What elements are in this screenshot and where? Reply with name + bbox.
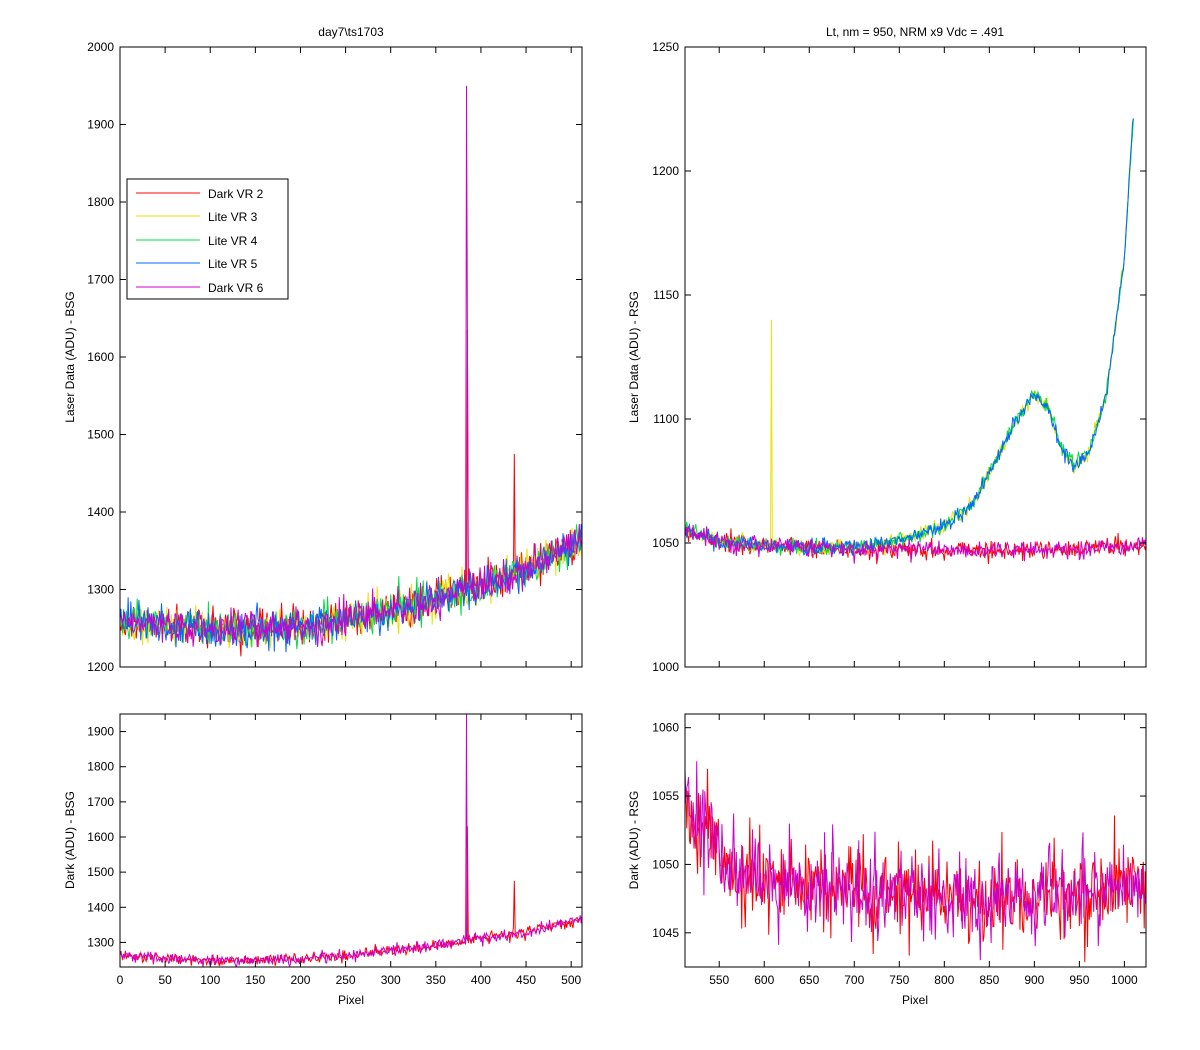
y-tick-label: 1600	[87, 350, 114, 364]
y-tick-label: 1700	[87, 273, 114, 287]
y-tick-label: 1045	[652, 926, 679, 940]
series-group	[120, 85, 582, 657]
y-tick-label: 1900	[87, 725, 114, 739]
y-tick-label: 1200	[87, 660, 114, 674]
y-tick-label: 1300	[87, 583, 114, 597]
series-line-dark-vr-6	[120, 714, 582, 967]
y-tick-label: 1600	[87, 830, 114, 844]
legend-entry-lite-vr-5: Lite VR 5	[136, 257, 258, 271]
plot-area: 0 50 100 150 200 250 300 350 400 450 500 1300 1400 15…	[87, 713, 583, 987]
series-line-lite-vr-5	[685, 118, 1134, 556]
axes-box	[684, 46, 1147, 668]
x-tick-label: 50	[158, 973, 172, 987]
legend-label: Dark VR 2	[208, 187, 264, 201]
chart-title: Lt, nm = 950, NRM x9 Vdc = .491	[826, 25, 1004, 39]
axes-box	[684, 713, 1147, 968]
legend: Dark VR 2 Lite VR 3 Lite VR 4 Lite VR 5 …	[126, 178, 289, 300]
plot-area: 1200 1300 1400 1500 1600 1700 1800 1900 2000	[87, 40, 583, 674]
x-tick-label: 400	[471, 973, 491, 987]
panel-bottom-right: Dark (ADU) - RSG Pixel 550 600 650 700 750 80…	[627, 713, 1147, 1007]
y-tick-label: 1250	[652, 40, 679, 54]
x-tick-label: 700	[844, 973, 864, 987]
y-tick-label: 1700	[87, 795, 114, 809]
y-tick-label: 1400	[87, 505, 114, 519]
series-line-dark-vr-6	[685, 761, 1146, 961]
x-tick-label: 250	[336, 973, 356, 987]
y-tick-label: 1800	[87, 760, 114, 774]
y-tick-label: 1900	[87, 118, 114, 132]
panel-bottom-left: Dark (ADU) - BSG Pixel 0 50 100 150 200 250 30…	[63, 713, 583, 1007]
legend-entry-dark-vr-2: Dark VR 2	[136, 187, 264, 201]
x-tick-label: 300	[381, 973, 401, 987]
x-tick-label: 750	[889, 973, 909, 987]
x-tick-label: 650	[799, 973, 819, 987]
legend-entry-dark-vr-6: Dark VR 6	[136, 281, 264, 295]
panel-top-left: day7\ts1703 Laser Data (ADU) - BSG 12001…	[63, 25, 583, 674]
y-tick-label: 1050	[652, 857, 679, 871]
legend-label: Lite VR 3	[208, 210, 258, 224]
legend-entry-lite-vr-3: Lite VR 3	[136, 210, 258, 224]
chart-title: day7\ts1703	[318, 25, 384, 39]
x-tick-label: 500	[561, 973, 581, 987]
x-tick-label: 900	[1024, 973, 1044, 987]
axes-box	[119, 713, 583, 968]
y-tick-label: 2000	[87, 40, 114, 54]
y-tick-label: 1100	[653, 412, 679, 426]
legend-label: Lite VR 5	[208, 257, 258, 271]
x-tick-label: 200	[290, 973, 310, 987]
x-tick-label: 350	[426, 973, 446, 987]
y-tick-label: 1800	[87, 195, 114, 209]
x-tick-label: 600	[754, 973, 774, 987]
y-axis-label: Dark (ADU) - BSG	[63, 791, 77, 889]
y-tick-label: 1060	[652, 721, 679, 735]
x-tick-label: 950	[1069, 973, 1089, 987]
y-tick-label: 1050	[652, 536, 679, 550]
x-tick-label: 100	[200, 973, 220, 987]
legend-box	[126, 178, 289, 300]
y-tick-label: 1400	[87, 900, 114, 914]
y-tick-label: 1150	[653, 288, 679, 302]
y-tick-label: 1500	[87, 428, 114, 442]
y-tick-label: 1300	[87, 935, 114, 949]
x-tick-label: 800	[934, 973, 954, 987]
series-line-dark-vr-6	[685, 524, 1146, 564]
x-tick-label: 450	[516, 973, 536, 987]
plot-area: 1000 1050 1100 1150 1200 1250	[652, 40, 1147, 674]
series-line-dark-vr-6	[120, 85, 582, 648]
y-axis-label: Dark (ADU) - RSG	[627, 791, 641, 890]
y-tick-label: 1500	[87, 865, 114, 879]
panel-top-right: Lt, nm = 950, NRM x9 Vdc = .491 Laser Da…	[627, 25, 1147, 674]
legend-label: Dark VR 6	[208, 281, 264, 295]
series-group	[685, 118, 1146, 565]
x-tick-label: 150	[245, 973, 265, 987]
x-tick-label: 550	[709, 973, 729, 987]
x-tick-label: 850	[979, 973, 999, 987]
y-tick-label: 1055	[652, 789, 679, 803]
y-tick-label: 1000	[652, 660, 679, 674]
plot-area: 550 600 650 700 750 800 850 900 950 1000 1045 1050 1…	[652, 713, 1147, 987]
series-group	[120, 714, 582, 967]
x-axis-label: Pixel	[338, 993, 364, 1007]
y-axis-label: Laser Data (ADU) - RSG	[627, 291, 641, 423]
x-tick-label: 1000	[1111, 973, 1138, 987]
series-group	[685, 761, 1146, 963]
series-line-lite-vr-5	[120, 524, 582, 653]
series-line-dark-vr-2	[685, 527, 1146, 565]
y-tick-label: 1200	[652, 164, 679, 178]
y-axis-label: Laser Data (ADU) - BSG	[63, 291, 77, 422]
legend-label: Lite VR 4	[208, 234, 258, 248]
x-axis-label: Pixel	[902, 993, 928, 1007]
legend-entry-lite-vr-4: Lite VR 4	[136, 234, 258, 248]
x-tick-label: 0	[117, 973, 124, 987]
